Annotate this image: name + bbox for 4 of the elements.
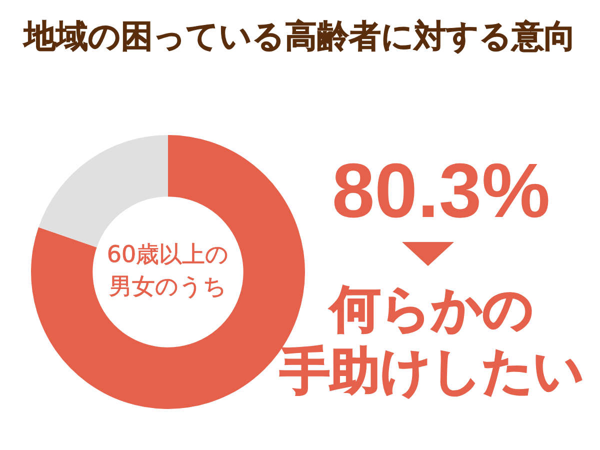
data-label: 80.3% (332, 148, 550, 234)
chart-title: 地域の困っている高齢者に対する意向 (22, 16, 577, 56)
legend-label: 何らかの手助けしたい (279, 279, 585, 402)
text: 60歳以上の男女のうち (106, 241, 230, 302)
